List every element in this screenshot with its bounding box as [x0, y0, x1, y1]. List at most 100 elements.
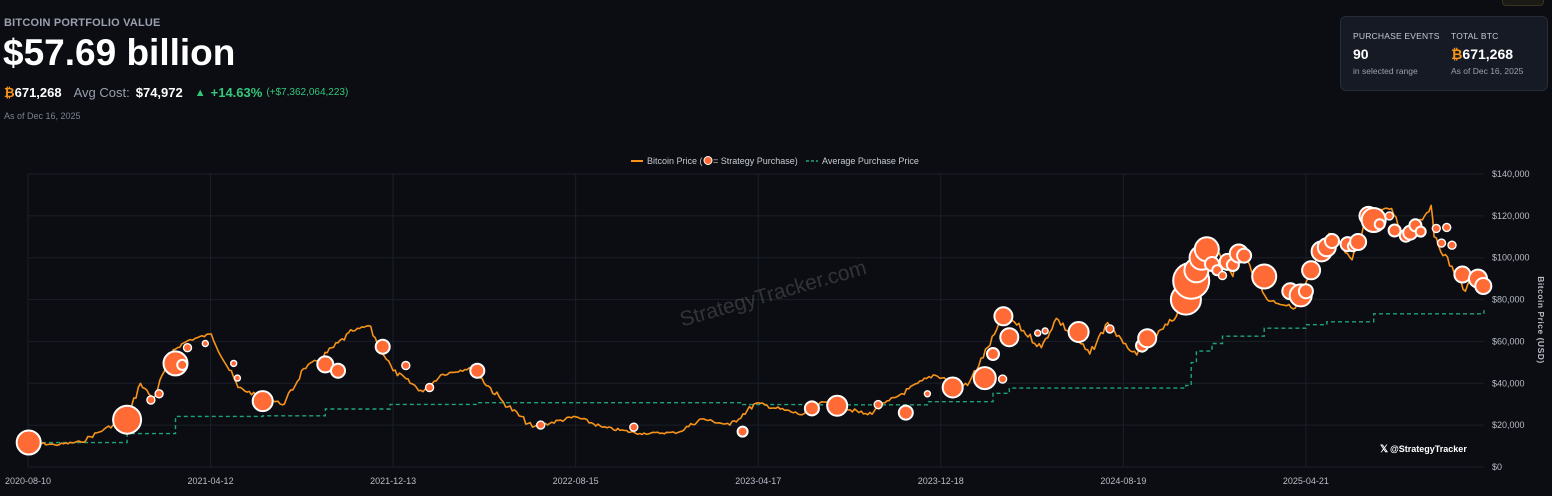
- purchase-markers[interactable]: [15, 205, 1493, 456]
- purchase-marker[interactable]: [993, 306, 1014, 327]
- purchase-marker[interactable]: [1453, 265, 1472, 284]
- chart-grid: [27, 173, 1484, 468]
- y-tick-label: $140,000: [1492, 169, 1530, 179]
- legend-purchase-dot-icon: [703, 156, 713, 165]
- as-of-date: As of Dec 16, 2025: [4, 111, 81, 121]
- purchase-marker[interactable]: [1105, 324, 1115, 334]
- top-corner-control[interactable]: [1502, 0, 1544, 6]
- chart-legend[interactable]: Bitcoin Price ( = Strategy Purchase) Ave…: [631, 156, 919, 166]
- purchase-marker[interactable]: [1041, 327, 1049, 335]
- purchase-marker[interactable]: [154, 389, 164, 399]
- bitcoin-price-line: [27, 204, 1485, 447]
- purchase-events-value: 90: [1353, 46, 1369, 62]
- purchase-marker[interactable]: [112, 404, 143, 435]
- purchase-marker[interactable]: [1384, 211, 1395, 221]
- purchase-marker[interactable]: [15, 429, 42, 456]
- purchase-marker[interactable]: [999, 327, 1020, 348]
- purchase-marker[interactable]: [1251, 263, 1278, 290]
- average-price-line: [28, 310, 1485, 444]
- purchase-marker[interactable]: [1387, 223, 1402, 238]
- watermark-text: StrategyTracker.com: [677, 256, 869, 331]
- purchase-marker[interactable]: [1033, 329, 1042, 337]
- purchase-marker[interactable]: [1137, 328, 1158, 349]
- purchase-marker[interactable]: [146, 395, 156, 405]
- purchase-marker[interactable]: [873, 399, 883, 410]
- purchase-marker[interactable]: [997, 374, 1008, 384]
- purchase-marker[interactable]: [182, 343, 193, 353]
- purchase-marker[interactable]: [972, 366, 997, 391]
- x-logo-icon: 𝕏: [1380, 444, 1388, 455]
- purchase-marker[interactable]: [1373, 218, 1386, 231]
- total-btc-value: 671,268: [1462, 46, 1514, 62]
- y-tick-label: $80,000: [1492, 295, 1525, 305]
- purchase-marker[interactable]: [1324, 233, 1340, 249]
- purchase-marker[interactable]: [1297, 283, 1314, 300]
- portfolio-value: $57.69 billion: [3, 32, 236, 73]
- purchase-marker[interactable]: [176, 358, 189, 371]
- legend-price-label-pre: Bitcoin Price (: [647, 156, 703, 166]
- handle-text: @StrategyTracker: [1390, 444, 1467, 454]
- up-arrow-icon: ▲: [194, 86, 206, 99]
- purchase-marker[interactable]: [1301, 260, 1322, 281]
- purchase-marker[interactable]: [1474, 277, 1493, 295]
- y-tick-label: $20,000: [1492, 420, 1525, 430]
- x-tick-label: 2025-04-21: [1283, 476, 1329, 486]
- purchase-marker[interactable]: [923, 390, 932, 398]
- bitcoin-symbol-icon: ₿: [4, 85, 15, 100]
- purchase-marker[interactable]: [1436, 238, 1447, 248]
- purchase-marker[interactable]: [1349, 233, 1368, 251]
- avg-cost-label: Avg Cost:: [73, 85, 130, 100]
- y-tick-label: $0: [1492, 462, 1502, 472]
- purchase-marker[interactable]: [401, 360, 411, 371]
- x-tick-label: 2023-12-18: [918, 476, 964, 486]
- x-tick-label: 2021-12-13: [370, 476, 416, 486]
- purchase-marker[interactable]: [424, 382, 435, 393]
- bitcoin-symbol-icon: ₿: [1451, 46, 1463, 62]
- purchase-marker[interactable]: [941, 376, 964, 399]
- change-percent: +14.63%: [210, 85, 263, 100]
- purchase-marker[interactable]: [1236, 247, 1253, 264]
- purchase-marker[interactable]: [330, 362, 346, 379]
- purchase-marker[interactable]: [374, 338, 391, 355]
- purchase-marker[interactable]: [897, 404, 914, 421]
- purchase-events-sub: in selected range: [1353, 66, 1418, 76]
- purchase-marker[interactable]: [736, 425, 749, 438]
- change-absolute: (+$7,362,064,223): [266, 87, 349, 98]
- y-tick-label: $40,000: [1492, 378, 1525, 388]
- purchase-marker[interactable]: [826, 394, 849, 417]
- legend-price-label-post: = Strategy Purchase): [713, 156, 798, 166]
- legend-avg-label: Average Purchase Price: [822, 156, 919, 166]
- purchase-marker[interactable]: [201, 339, 210, 348]
- purchase-events-label: PURCHASE EVENTS: [1353, 31, 1440, 41]
- total-btc-sub: As of Dec 16, 2025: [1451, 66, 1524, 76]
- purchase-marker[interactable]: [1447, 240, 1457, 250]
- purchase-events-stat: PURCHASE EVENTS 90 in selected range: [1353, 31, 1440, 76]
- x-tick-label: 2023-04-17: [735, 476, 781, 486]
- total-btc-label: TOTAL BTC: [1451, 31, 1499, 41]
- x-tick-label: 2020-08-10: [5, 476, 51, 486]
- purchase-marker[interactable]: [1217, 270, 1228, 281]
- purchase-marker[interactable]: [469, 362, 486, 379]
- purchase-marker[interactable]: [1441, 222, 1452, 233]
- portfolio-title: BITCOIN PORTFOLIO VALUE: [4, 17, 161, 29]
- purchase-marker[interactable]: [536, 420, 546, 430]
- purchase-marker[interactable]: [1431, 223, 1442, 234]
- purchase-marker[interactable]: [986, 347, 1000, 361]
- purchase-marker[interactable]: [803, 400, 820, 417]
- x-axis-ticks: 2020-08-10 2021-04-12 2021-12-13 2022-08-15…: [5, 476, 1329, 486]
- y-tick-label: $60,000: [1492, 336, 1525, 346]
- purchase-marker[interactable]: [251, 390, 274, 413]
- x-handle[interactable]: 𝕏 @StrategyTracker: [1380, 444, 1467, 455]
- total-btc-value-row: ₿671,268: [1451, 46, 1523, 62]
- purchase-marker[interactable]: [629, 422, 639, 432]
- purchase-marker[interactable]: [1067, 321, 1090, 343]
- x-tick-label: 2021-04-12: [188, 476, 234, 486]
- y-tick-label: $120,000: [1492, 211, 1530, 221]
- btc-holdings: 671,268: [14, 85, 62, 100]
- total-btc-stat: TOTAL BTC ₿671,268 As of Dec 16, 2025: [1451, 31, 1523, 76]
- purchase-marker[interactable]: [1414, 225, 1427, 238]
- purchase-marker[interactable]: [229, 359, 238, 368]
- summary-card: PURCHASE EVENTS 90 in selected range TOT…: [1340, 16, 1548, 91]
- purchase-marker[interactable]: [233, 374, 242, 382]
